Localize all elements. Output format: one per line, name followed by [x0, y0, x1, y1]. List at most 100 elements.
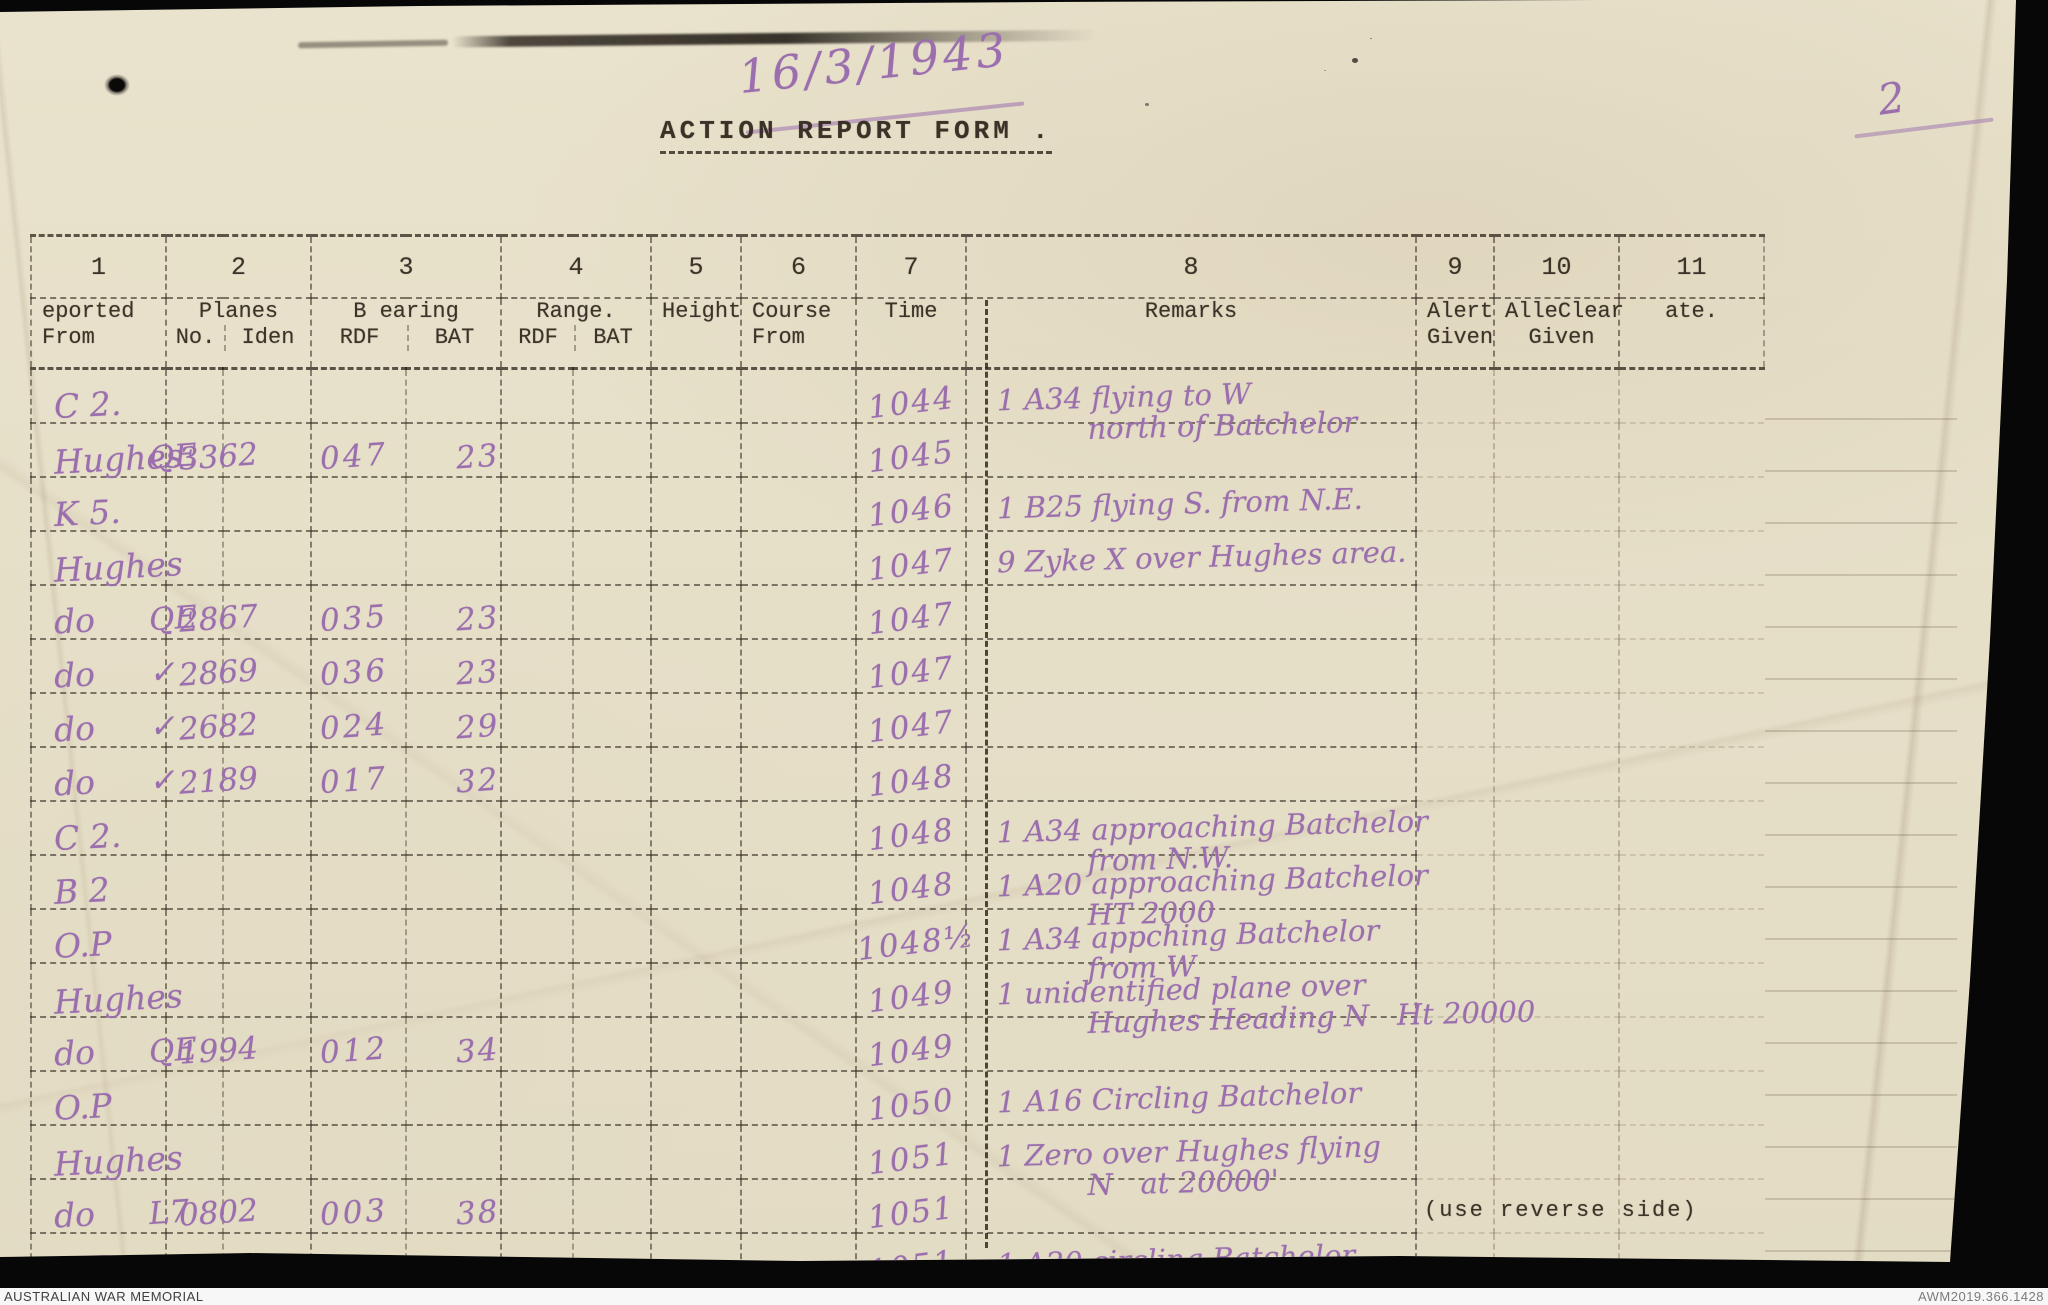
table-row: Hughes 1047 9 Zyke X over Hughes area. — [30, 531, 1765, 589]
cell-allclear-given — [1494, 477, 1621, 532]
cell-planes-iden: 1994 — [178, 1017, 313, 1072]
cell-date — [1619, 1179, 1765, 1234]
cell-planes-no — [166, 1125, 224, 1180]
cell-allclear-given — [1494, 1179, 1621, 1234]
scan-smudge-small — [297, 39, 449, 49]
cell-remarks: 1 A34 approaching Batchelor from N.W. — [966, 801, 1428, 878]
col-number-1: 1 — [30, 234, 167, 299]
cell-bearing-rdf — [311, 1071, 408, 1126]
cell-planes-iden: 2189 — [178, 747, 313, 802]
cell-remarks: 1 A20 circling Batchelor — [966, 1233, 1418, 1262]
cell-time: 1050 — [856, 1071, 968, 1128]
cell-range-rdf — [501, 531, 575, 586]
cell-planes-iden: 2867 — [178, 585, 313, 640]
cell-range-bat — [573, 855, 653, 910]
header-alert-given: Alert Given — [1416, 298, 1496, 370]
table-row: do QE 1994 012 34 1049 — [30, 1017, 1765, 1074]
cell-alert-given — [1416, 693, 1496, 748]
cell-remarks — [966, 1179, 1418, 1234]
column-number-row: 1 2 3 4 5 6 7 8 9 10 11 — [30, 234, 1766, 299]
cell-alert-given — [1416, 423, 1496, 478]
cell-bearing-bat — [406, 1017, 503, 1072]
cell-reported-from: O.P — [30, 1071, 167, 1127]
archive-name: AUSTRALIAN WAR MEMORIAL — [4, 1289, 204, 1304]
cell-bearing-rdf — [311, 855, 408, 910]
cell-reported-from: Hughes — [30, 423, 184, 481]
col-number-6: 6 — [741, 234, 858, 299]
col-number-7: 7 — [856, 234, 968, 299]
cell-course-from — [741, 1071, 858, 1126]
page-number: 2 — [1874, 72, 1909, 125]
col-number-4: 4 — [501, 234, 653, 299]
cell-date — [1619, 585, 1765, 640]
col-number-3: 3 — [311, 234, 503, 299]
ink-specks — [1352, 58, 1358, 63]
cell-course-from — [741, 477, 858, 532]
cell-height — [651, 909, 743, 964]
cell-planes-iden — [223, 531, 313, 586]
faint-ruled-lines — [1765, 368, 1957, 1252]
cell-height — [651, 639, 743, 694]
cell-range-rdf — [501, 477, 575, 532]
cell-allclear-given — [1494, 1071, 1621, 1126]
cell-time: 1046 — [856, 477, 968, 534]
cell-bearing-rdf: 003 — [311, 1179, 408, 1234]
col-number-2: 2 — [166, 234, 313, 299]
cell-bearing-rdf — [311, 477, 408, 532]
cell-time: 1047 — [856, 531, 968, 588]
cell-height — [651, 693, 743, 748]
cell-time: 1051 — [856, 1179, 968, 1236]
table-row: Hughes 1049 1 unidentified plane over Hu… — [30, 963, 1765, 1040]
col-number-5: 5 — [651, 234, 743, 299]
cell-bearing-bat — [406, 855, 503, 910]
table-row: C 2. 1044 1 A34 flying to W north of Bat… — [30, 368, 1765, 446]
header-bearing: B earing RDF BAT — [311, 298, 503, 370]
cell-reported-from: do — [30, 693, 167, 749]
cell-reported-from: do — [30, 1179, 167, 1235]
cell-reported-from: O.P — [30, 1233, 167, 1262]
cell-range-rdf: 29 — [455, 693, 575, 748]
table-row: C 2. 1048 1 A34 approaching Batchelor fr… — [30, 801, 1765, 878]
cell-reported-from: do — [30, 639, 167, 695]
cell-range-rdf: 23 — [455, 585, 575, 640]
archive-id: AWM2019.366.1428 — [1917, 1289, 2044, 1304]
cell-bearing-bat — [406, 639, 503, 694]
cell-planes-no — [166, 1233, 224, 1262]
archive-footer: AUSTRALIAN WAR MEMORIAL AWM2019.366.1428 — [0, 1288, 2048, 1305]
cell-planes-no: ✓ — [148, 639, 224, 694]
header-time: Time — [856, 298, 968, 370]
cell-remarks: 1 unidentified plane over Hughes Heading… — [966, 963, 1536, 1040]
column-label-row: eported From Planes No. Iden B earing R — [30, 298, 1766, 370]
header-allclear-given: AlleClear Given — [1494, 298, 1624, 370]
cell-height — [651, 1233, 743, 1262]
cell-bearing-bat — [406, 909, 503, 964]
cell-range-bat — [573, 1179, 653, 1234]
cell-height — [651, 531, 743, 586]
cell-course-from — [741, 963, 858, 1018]
cell-allclear-given — [1494, 639, 1621, 694]
cell-remarks: 1 Zero over Hughes flying N at 20000' — [966, 1125, 1418, 1202]
cell-course-from — [741, 1179, 858, 1234]
cell-range-rdf — [501, 801, 575, 856]
cell-allclear-given — [1494, 801, 1621, 856]
cell-remarks — [966, 747, 1418, 802]
cell-planes-no: L7 — [148, 1179, 224, 1234]
cell-course-from — [741, 585, 858, 640]
cell-bearing-bat — [406, 585, 503, 640]
cell-planes-iden — [223, 477, 313, 532]
cell-course-from — [741, 1017, 858, 1072]
cell-allclear-given — [1494, 1017, 1621, 1072]
cell-height — [651, 477, 743, 532]
cell-allclear-given — [1494, 423, 1621, 478]
cell-bearing-rdf — [311, 963, 408, 1018]
table-row: do L7 0802 003 38 1051 — [30, 1179, 1765, 1236]
form-title: ACTION REPORT FORM . — [660, 116, 1053, 154]
cell-date — [1619, 1125, 1765, 1180]
cell-bearing-bat — [406, 747, 503, 802]
cell-allclear-given — [1494, 585, 1621, 640]
cell-reported-from: do — [30, 747, 167, 803]
cell-date — [1619, 1233, 1765, 1262]
cell-range-bat — [573, 801, 653, 856]
cell-remarks: 9 Zyke X over Hughes area. — [966, 531, 1418, 586]
